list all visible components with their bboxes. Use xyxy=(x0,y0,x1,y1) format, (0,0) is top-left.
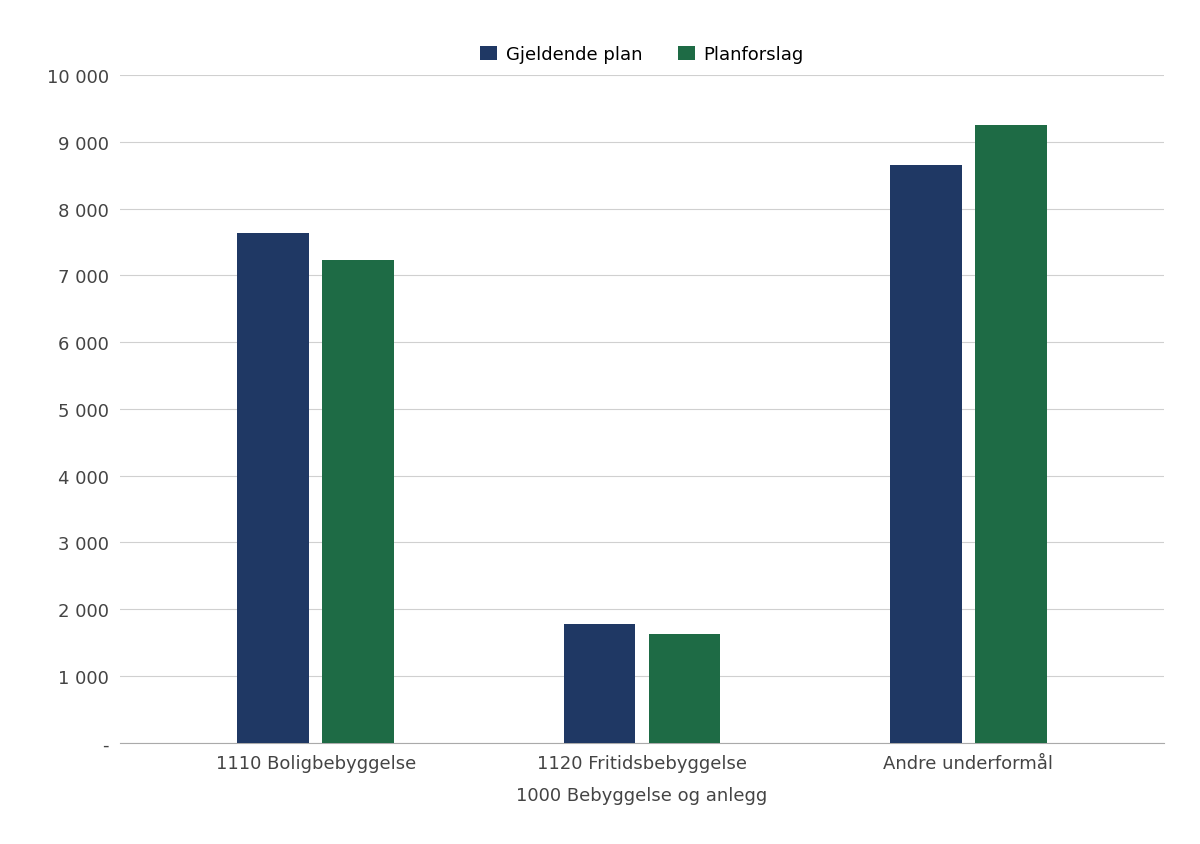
Bar xyxy=(564,624,636,743)
Bar xyxy=(238,234,310,743)
Legend: Gjeldende plan, Planforslag: Gjeldende plan, Planforslag xyxy=(473,38,811,71)
X-axis label: 1000 Bebyggelse og anlegg: 1000 Bebyggelse og anlegg xyxy=(516,786,768,803)
Bar xyxy=(974,126,1046,743)
Bar xyxy=(323,261,394,743)
Bar xyxy=(648,634,720,743)
Bar xyxy=(890,166,961,743)
